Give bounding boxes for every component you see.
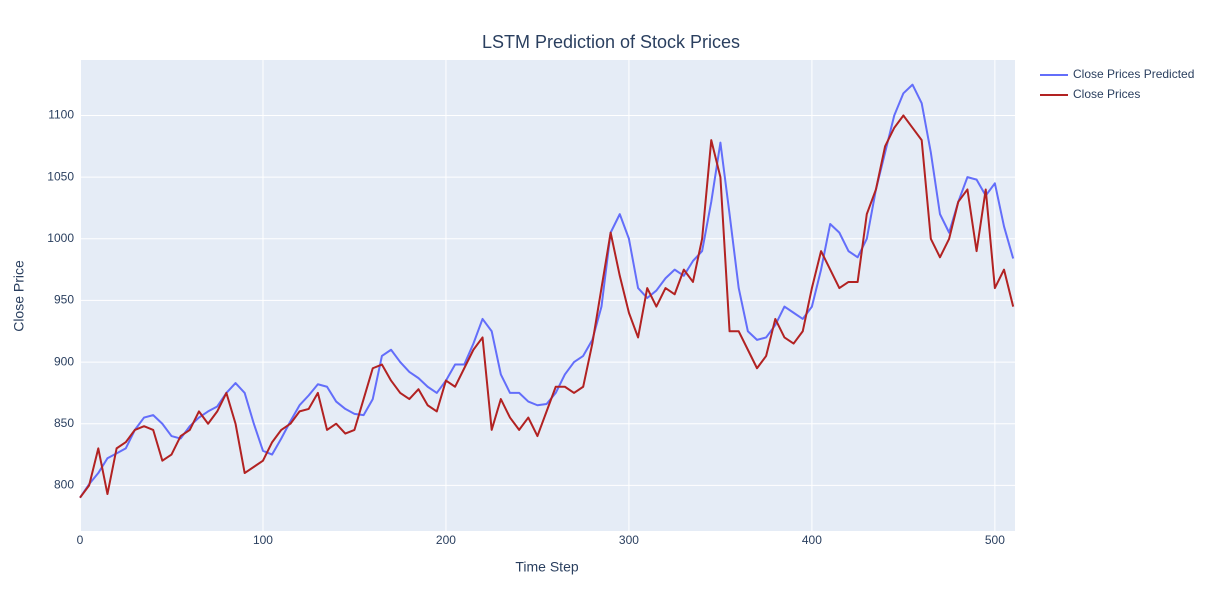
y-tick-label: 850 xyxy=(54,416,74,430)
legend-label: Close Prices xyxy=(1073,87,1140,101)
x-tick-label: 300 xyxy=(619,533,639,547)
y-tick-label: 950 xyxy=(54,293,74,307)
y-tick-label: 800 xyxy=(54,478,74,492)
x-tick-label: 0 xyxy=(77,533,84,547)
x-tick-label: 100 xyxy=(253,533,273,547)
x-tick-label: 500 xyxy=(985,533,1005,547)
line-series xyxy=(79,83,1015,499)
y-tick-label: 1100 xyxy=(48,108,74,122)
plot-area xyxy=(80,60,1015,531)
y-axis-title: Close Price xyxy=(11,260,27,332)
y-tick-label: 1050 xyxy=(47,169,74,183)
line-series xyxy=(79,114,1015,499)
x-tick-label: 400 xyxy=(802,533,822,547)
legend-label: Close Prices Predicted xyxy=(1073,67,1194,81)
chart-title: LSTM Prediction of Stock Prices xyxy=(482,32,740,52)
x-axis-title: Time Step xyxy=(515,559,578,575)
x-tick-label: 200 xyxy=(436,533,456,547)
y-tick-label: 1000 xyxy=(47,231,74,245)
y-tick-label: 900 xyxy=(54,354,74,368)
